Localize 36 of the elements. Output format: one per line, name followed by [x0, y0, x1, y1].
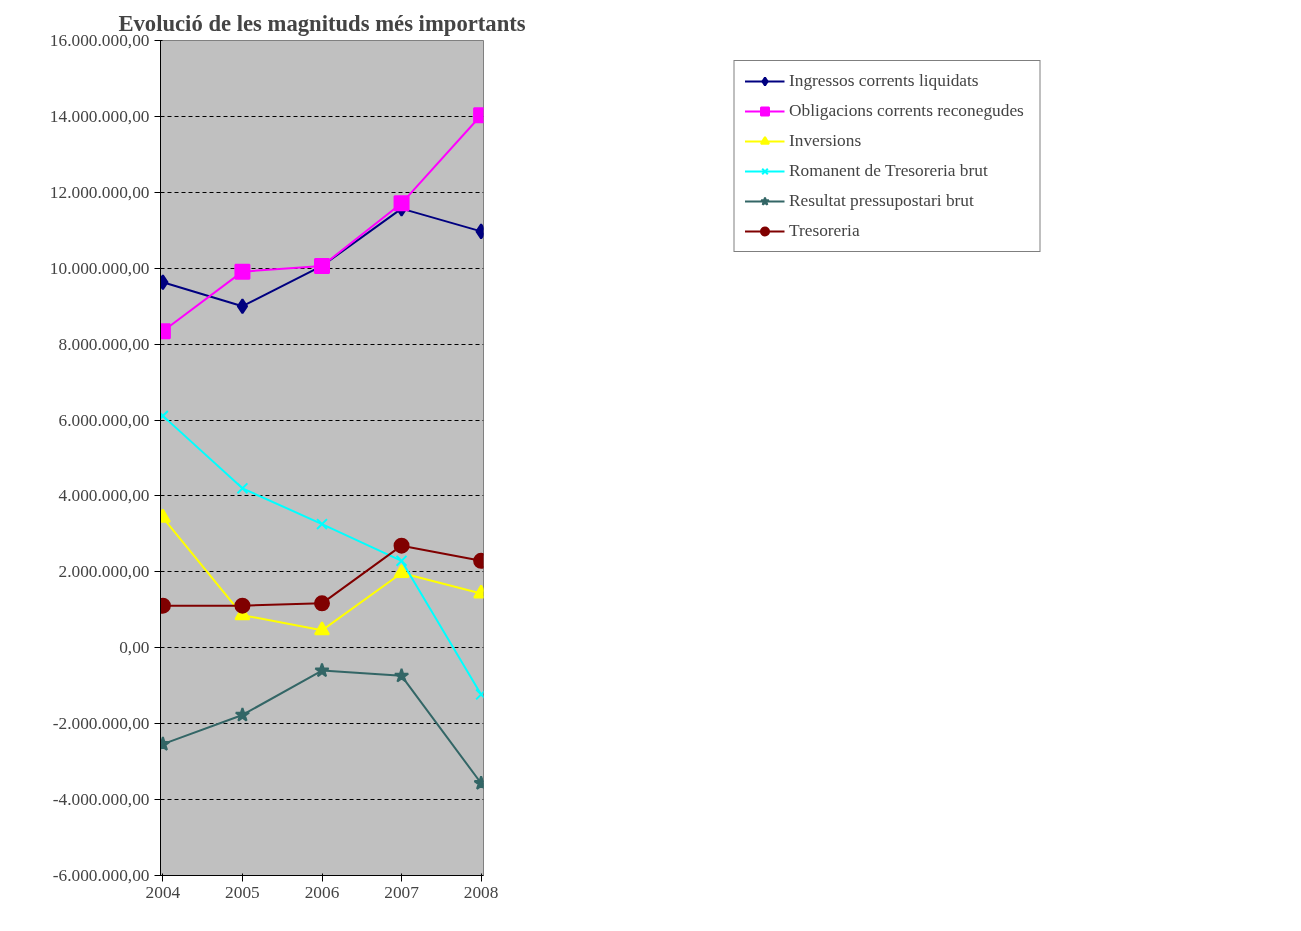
point	[393, 563, 410, 579]
legend-label: Tresoreria	[789, 221, 861, 241]
point	[316, 518, 328, 530]
point	[393, 667, 410, 683]
point	[314, 621, 330, 636]
x-tick-label: 2006	[304, 882, 340, 902]
y-tick-label: 12.000.000,00	[49, 182, 150, 202]
x-tick-label: 2007	[384, 882, 420, 902]
point	[393, 195, 410, 212]
point	[393, 537, 410, 554]
point	[234, 263, 251, 280]
y-tick-label: 6.000.000,00	[58, 410, 150, 430]
y-tick-label: -4.000.000,00	[52, 790, 150, 810]
y-tick-label: 10.000.000,00	[49, 258, 150, 278]
point	[314, 662, 330, 678]
y-tick-label: 8.000.000,00	[58, 334, 150, 354]
x-tick-label: 2004	[145, 882, 181, 902]
y-tick-label: 2.000.000,00	[58, 562, 150, 582]
point	[234, 706, 251, 722]
y-tick-label: 4.000.000,00	[58, 486, 150, 506]
legend-label: Romanent de Tresoreria brut	[789, 161, 989, 181]
legend-label: Inversions	[789, 131, 863, 151]
y-tick-label: -2.000.000,00	[52, 714, 150, 734]
x-tick-label: 2008	[463, 882, 499, 902]
point	[236, 482, 249, 495]
x-tick-label: 2005	[225, 882, 260, 902]
point	[236, 298, 249, 315]
legend-label: Resultat pressupostari brut	[789, 191, 975, 211]
y-tick-label: -6.000.000,00	[52, 866, 150, 885]
point	[314, 595, 330, 612]
y-tick-label: 0,00	[119, 638, 150, 658]
point	[395, 554, 408, 567]
legend-label: Ingressos corrents liquidats	[789, 71, 980, 91]
legend-label: Obligacions corrents reconegudes	[789, 101, 1025, 121]
y-tick-label: 14.000.000,00	[49, 106, 150, 126]
point	[234, 597, 251, 614]
